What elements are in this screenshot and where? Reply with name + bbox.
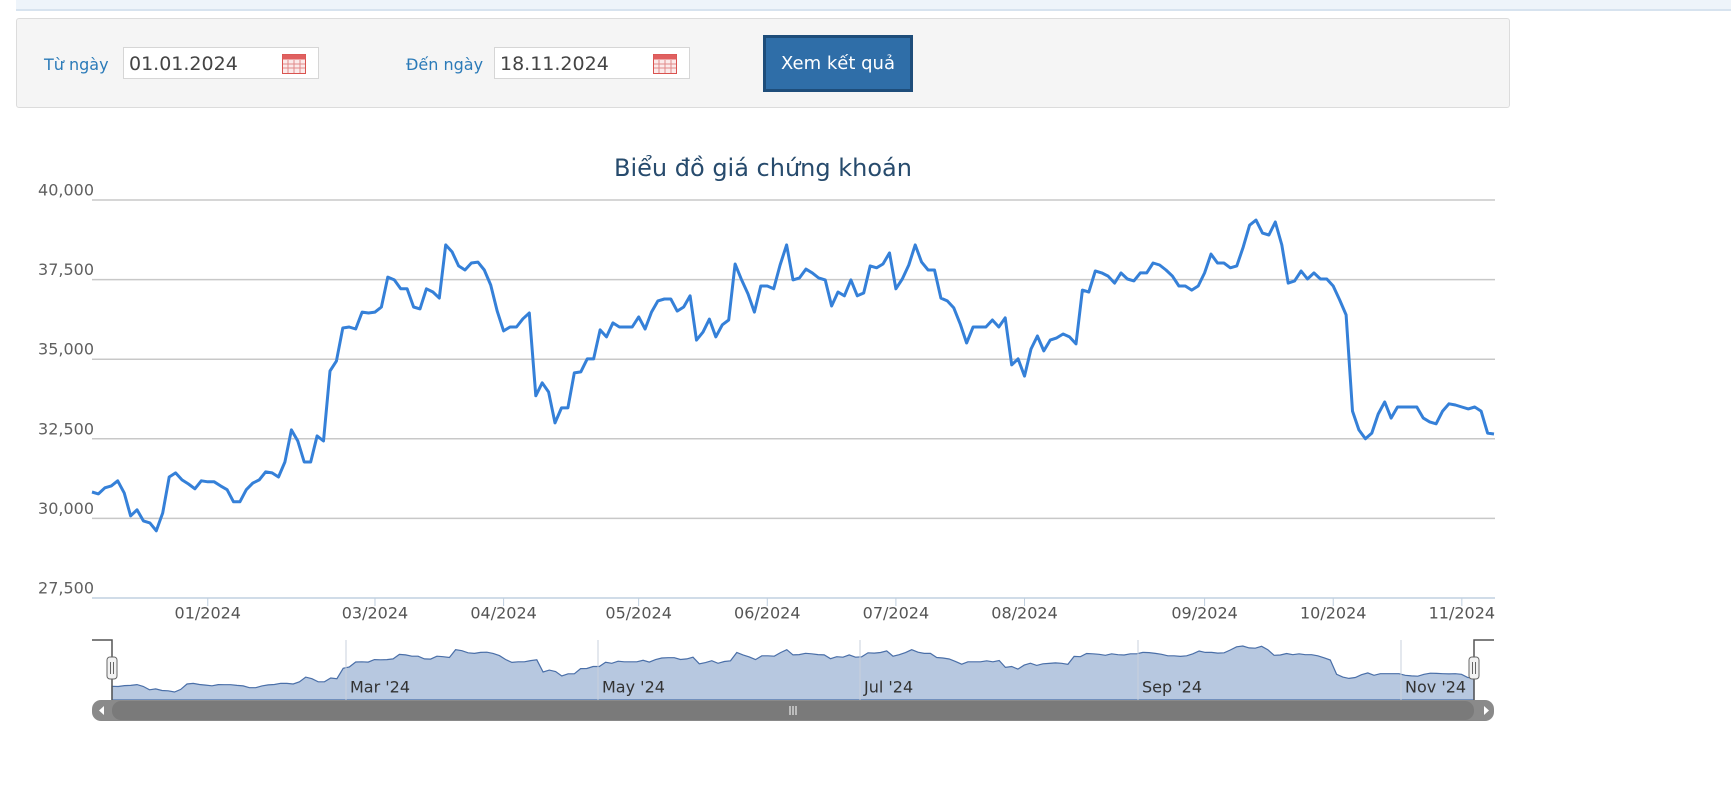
from-label: Từ ngày [44, 55, 109, 74]
y-tick-label: 27,500 [38, 579, 94, 598]
y-tick-label: 32,500 [38, 419, 94, 438]
filter-panel: Từ ngày 01.01.2024 Đến ngày 18.11.2024 X… [16, 18, 1510, 108]
scroll-arrow-right [1484, 706, 1489, 715]
navigator-outline [1473, 639, 1494, 700]
to-date-input[interactable]: 18.11.2024 [494, 47, 690, 79]
x-tick-label: 11/2024 [1429, 604, 1495, 623]
x-tick-label: 01/2024 [175, 604, 241, 623]
x-tick-label: 05/2024 [605, 604, 671, 623]
x-tick-label: 08/2024 [991, 604, 1057, 623]
y-tick-label: 30,000 [38, 499, 94, 518]
navigator-area [111, 645, 1475, 701]
x-tick-label: 07/2024 [863, 604, 929, 623]
from-date-input[interactable]: 01.01.2024 [123, 47, 319, 79]
x-tick-label: 04/2024 [470, 604, 536, 623]
calendar-icon[interactable] [653, 52, 677, 74]
navigator-label: Mar '24 [350, 678, 410, 697]
navigator-outline [92, 639, 113, 700]
price-line [91, 218, 1495, 533]
navigator-label: Jul '24 [863, 678, 913, 697]
scroll-arrow-left [99, 706, 104, 715]
chart-title: Biểu đồ giá chứng khoán [614, 154, 912, 182]
navigator-handle[interactable] [1468, 656, 1480, 680]
from-date-value: 01.01.2024 [129, 53, 238, 75]
x-tick-label: 03/2024 [342, 604, 408, 623]
submit-button[interactable]: Xem kết quả [763, 35, 913, 92]
y-tick-label: 40,000 [38, 181, 94, 200]
navigator-label: Sep '24 [1142, 678, 1202, 697]
calendar-icon[interactable] [282, 52, 306, 74]
top-strip [16, 0, 1731, 11]
x-tick-label: 06/2024 [734, 604, 800, 623]
to-label: Đến ngày [406, 55, 484, 74]
navigator-label: Nov '24 [1405, 678, 1466, 697]
y-tick-label: 37,500 [38, 260, 94, 279]
y-tick-label: 35,000 [38, 340, 94, 359]
x-tick-label: 10/2024 [1300, 604, 1366, 623]
x-tick-label: 09/2024 [1171, 604, 1237, 623]
navigator-label: May '24 [602, 678, 665, 697]
navigator-handle[interactable] [106, 656, 118, 680]
to-date-value: 18.11.2024 [500, 53, 609, 75]
